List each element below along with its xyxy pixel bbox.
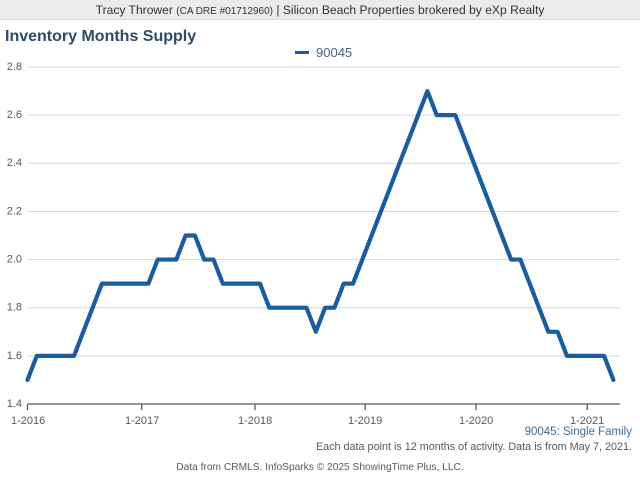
svg-text:1-2020: 1-2020	[459, 415, 493, 427]
svg-text:1.6: 1.6	[7, 350, 22, 362]
svg-text:2.0: 2.0	[7, 253, 22, 265]
svg-text:1-2016: 1-2016	[11, 415, 45, 427]
svg-text:1.8: 1.8	[7, 302, 22, 314]
svg-text:2.2: 2.2	[7, 205, 22, 217]
svg-text:1.4: 1.4	[7, 398, 22, 410]
svg-text:1-2017: 1-2017	[125, 415, 159, 427]
svg-text:1-2018: 1-2018	[238, 415, 272, 427]
svg-text:2.6: 2.6	[7, 109, 22, 121]
svg-text:1-2019: 1-2019	[348, 415, 382, 427]
svg-text:2.4: 2.4	[7, 157, 22, 169]
svg-text:2.8: 2.8	[7, 61, 22, 73]
